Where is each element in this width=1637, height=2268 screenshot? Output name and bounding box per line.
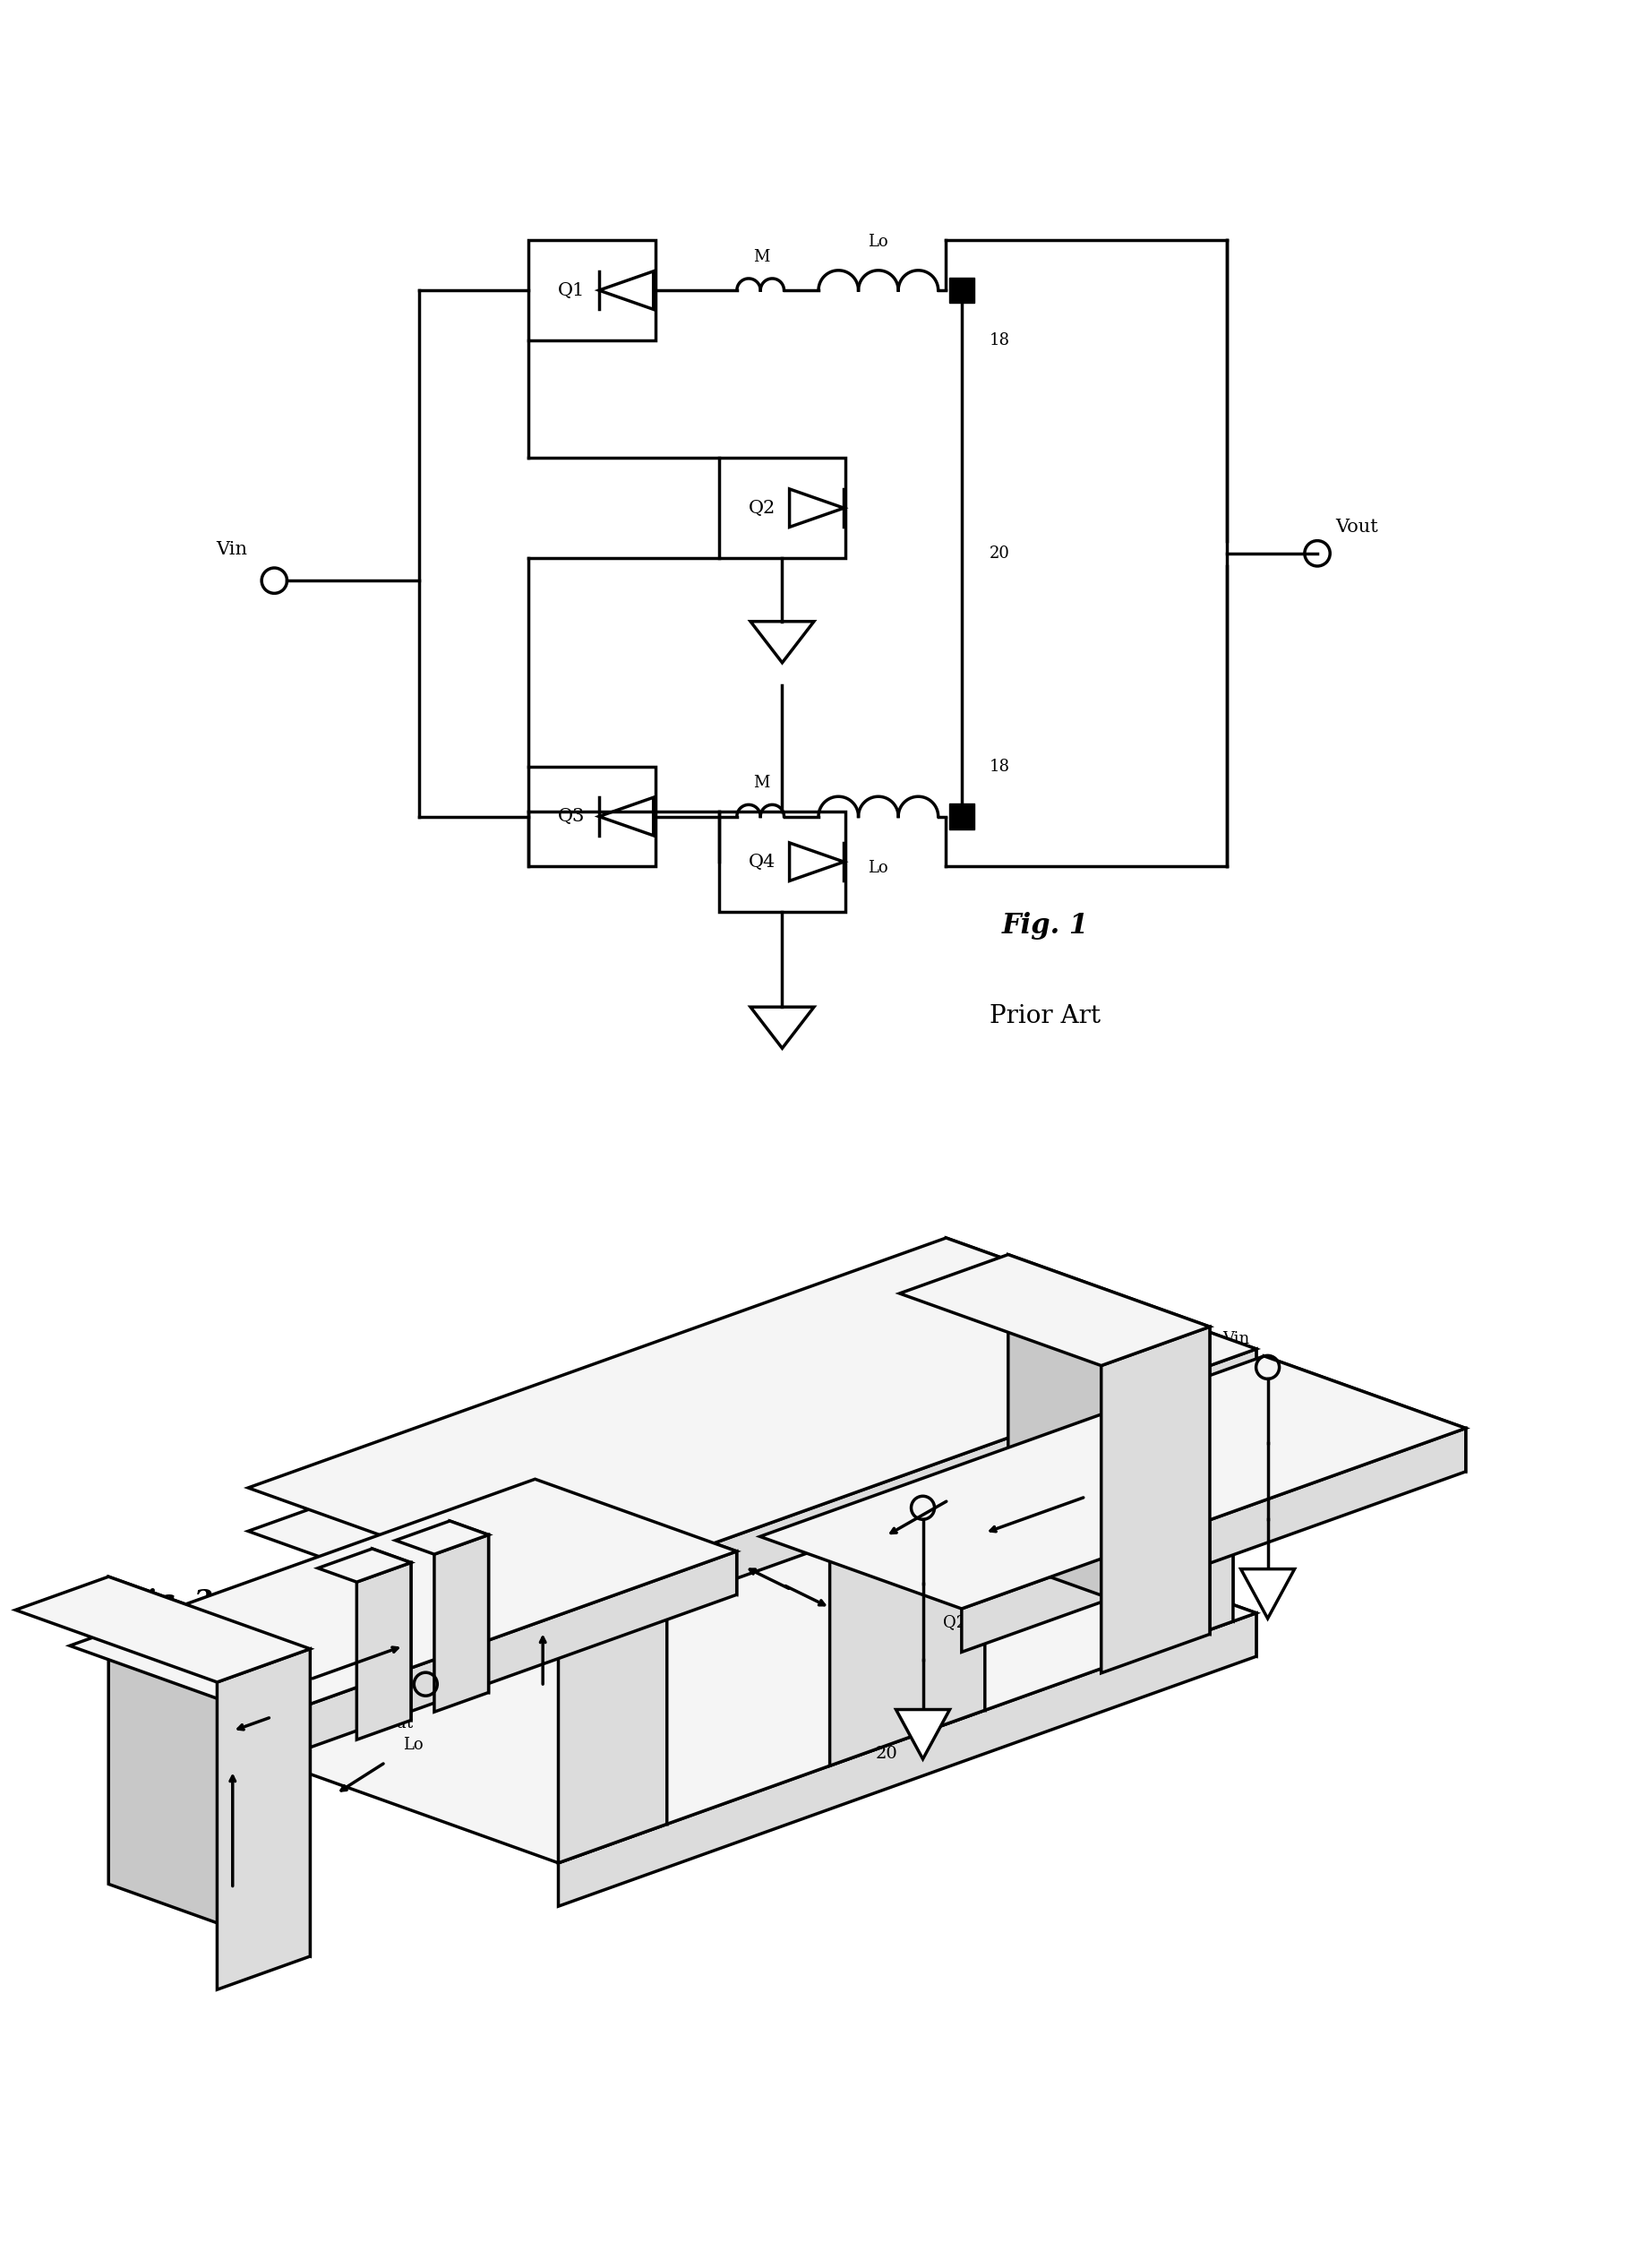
Text: Q2: Q2 <box>748 499 776 517</box>
Polygon shape <box>396 1522 488 1554</box>
Polygon shape <box>558 1349 1256 1642</box>
Polygon shape <box>450 1522 488 1692</box>
Polygon shape <box>674 1379 985 1710</box>
Text: Q1: Q1 <box>558 281 586 299</box>
Polygon shape <box>946 1501 1256 1656</box>
Polygon shape <box>249 1501 1256 1862</box>
Text: 20: 20 <box>989 544 1010 562</box>
Polygon shape <box>357 1563 411 1740</box>
Polygon shape <box>599 798 653 835</box>
Text: Prior Art: Prior Art <box>115 1678 226 1703</box>
Text: Q2: Q2 <box>943 1615 966 1631</box>
Polygon shape <box>249 1492 666 1642</box>
Polygon shape <box>895 1710 949 1760</box>
Polygon shape <box>750 621 814 662</box>
Polygon shape <box>750 1007 814 1048</box>
Polygon shape <box>519 1379 985 1545</box>
Polygon shape <box>814 1290 1233 1440</box>
Bar <box>529 240 655 340</box>
Text: Vin: Vin <box>877 1472 905 1488</box>
Text: 18: 18 <box>989 331 1010 349</box>
Polygon shape <box>318 1549 411 1583</box>
Polygon shape <box>1125 1402 1233 1660</box>
Text: Vin: Vin <box>1223 1331 1249 1347</box>
Polygon shape <box>249 1238 1256 1599</box>
Text: M: M <box>753 249 769 265</box>
Polygon shape <box>760 1356 1465 1608</box>
Text: Lo: Lo <box>868 234 889 249</box>
Text: Q3: Q3 <box>558 807 586 826</box>
Polygon shape <box>789 490 845 526</box>
Text: Q1: Q1 <box>943 1533 966 1549</box>
Polygon shape <box>1008 1254 1210 1635</box>
Polygon shape <box>1264 1356 1465 1472</box>
Text: Q4: Q4 <box>748 853 776 871</box>
Text: Q4: Q4 <box>1287 1474 1311 1490</box>
Text: Lo: Lo <box>963 1470 982 1488</box>
Polygon shape <box>900 1254 1210 1365</box>
Text: Vout: Vout <box>377 1715 413 1730</box>
Bar <box>949 277 974 304</box>
Text: M: M <box>753 776 769 792</box>
Polygon shape <box>108 1576 309 1957</box>
Bar <box>719 812 846 912</box>
Polygon shape <box>830 1490 985 1767</box>
Text: Lo: Lo <box>868 860 889 875</box>
Polygon shape <box>15 1576 309 1683</box>
Polygon shape <box>923 1290 1233 1622</box>
Polygon shape <box>1241 1569 1295 1619</box>
Polygon shape <box>434 1535 488 1712</box>
Bar <box>529 767 655 866</box>
Polygon shape <box>272 1551 737 1762</box>
Text: Vout: Vout <box>1336 517 1378 535</box>
Polygon shape <box>789 844 845 880</box>
Text: 18: 18 <box>989 758 1010 776</box>
Text: Lo: Lo <box>403 1737 424 1753</box>
Polygon shape <box>357 1492 666 1823</box>
Polygon shape <box>558 1603 666 1862</box>
Text: Q3: Q3 <box>1287 1393 1311 1408</box>
Polygon shape <box>558 1613 1256 1907</box>
Bar <box>949 803 974 830</box>
Polygon shape <box>599 272 653 308</box>
Bar <box>719 458 846 558</box>
Polygon shape <box>535 1479 737 1594</box>
Polygon shape <box>961 1429 1465 1651</box>
Text: Fig. 2: Fig. 2 <box>128 1588 214 1615</box>
Text: Prior Art: Prior Art <box>990 1005 1100 1027</box>
Polygon shape <box>70 1479 737 1717</box>
Polygon shape <box>946 1238 1256 1393</box>
Text: Fig. 1: Fig. 1 <box>1002 912 1089 939</box>
Polygon shape <box>218 1649 309 1989</box>
Text: 20: 20 <box>876 1746 897 1762</box>
Polygon shape <box>1102 1327 1210 1674</box>
Text: Vin: Vin <box>216 540 247 558</box>
Polygon shape <box>372 1549 411 1719</box>
